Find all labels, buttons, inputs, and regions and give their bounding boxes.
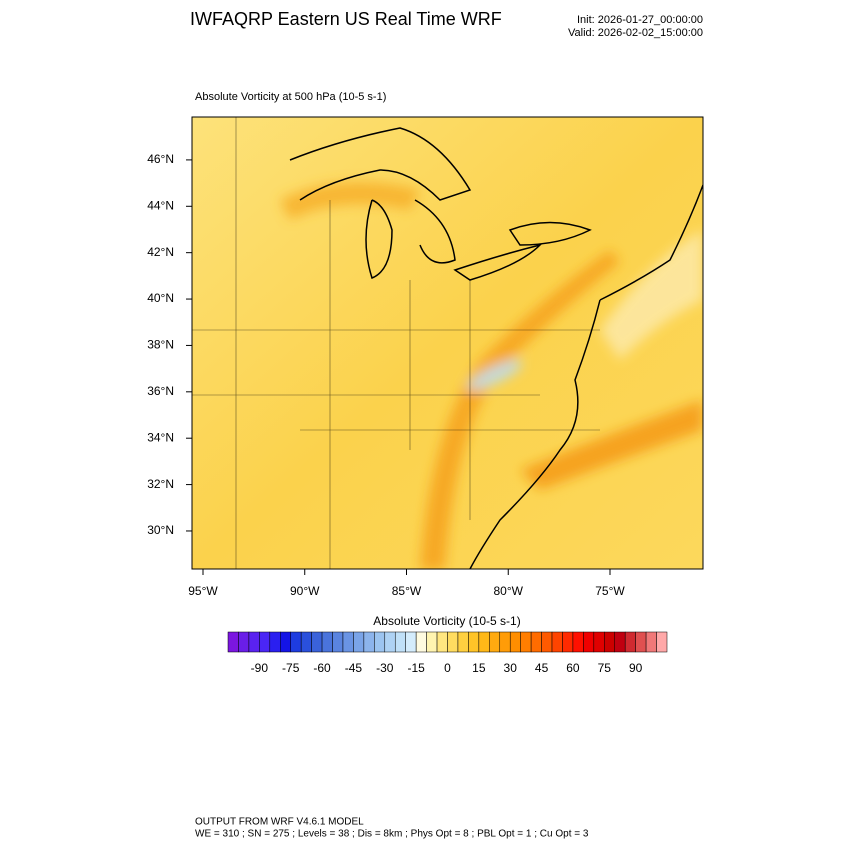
colorbar-tick-label: -30	[376, 661, 394, 675]
lat-tick-label: 32°N	[147, 477, 174, 491]
map-frame	[191, 116, 704, 570]
lon-tick-label: 80°W	[494, 584, 524, 598]
init-time: Init: 2026-01-27_00:00:00	[577, 14, 703, 26]
lon-tick-label: 90°W	[290, 584, 320, 598]
colorbar-box	[290, 631, 302, 653]
colorbar-box	[468, 631, 480, 653]
colorbar-title: Absolute Vorticity (10-5 s-1)	[373, 614, 520, 628]
map-field	[192, 117, 703, 569]
lon-tick-label: 85°W	[392, 584, 422, 598]
colorbar-box	[635, 631, 647, 653]
colorbar-box	[478, 631, 490, 653]
title: IWFAQRP Eastern US Real Time WRF	[190, 9, 502, 29]
colorbar-box	[489, 631, 501, 653]
colorbar: -90 -75 -60 -45 -30 -15 0 15 30 45 60 75 90	[227, 631, 668, 675]
colorbar-tick-label: -60	[313, 661, 331, 675]
colorbar-tick-label: 30	[504, 661, 518, 675]
lat-tick-label: 44°N	[147, 198, 174, 212]
colorbar-box	[593, 631, 605, 653]
colorbar-tick-label: 75	[598, 661, 612, 675]
lat-tick-label: 46°N	[147, 152, 174, 166]
colorbar-tick-label: -45	[345, 661, 363, 675]
colorbar-box	[447, 631, 459, 653]
colorbar-box	[614, 631, 626, 653]
colorbar-tick-label: -90	[251, 661, 269, 675]
colorbar-tick-label: -15	[407, 661, 425, 675]
lon-tick-label: 95°W	[188, 584, 218, 598]
colorbar-box	[332, 631, 344, 653]
colorbar-box	[394, 631, 406, 653]
colorbar-box	[562, 631, 574, 653]
colorbar-box	[426, 631, 438, 653]
colorbar-box	[269, 631, 281, 653]
map-subtitle: Absolute Vorticity at 500 hPa (10-5 s-1)	[195, 91, 386, 103]
colorbar-box	[541, 631, 553, 653]
colorbar-box	[374, 631, 386, 653]
colorbar-tick-label: 90	[629, 661, 643, 675]
colorbar-tick-label: 60	[566, 661, 580, 675]
colorbar-box	[520, 631, 532, 653]
colorbar-box	[363, 631, 375, 653]
footer-line: OUTPUT FROM WRF V4.6.1 MODEL	[195, 817, 364, 828]
colorbar-box	[530, 631, 542, 653]
colorbar-box	[280, 631, 291, 653]
colorbar-box	[624, 631, 636, 653]
colorbar-box	[572, 631, 584, 653]
colorbar-box	[509, 631, 521, 653]
colorbar-box	[656, 631, 668, 653]
lon-tick-label: 75°W	[595, 584, 625, 598]
lat-tick-label: 38°N	[147, 338, 174, 352]
colorbar-box	[415, 631, 427, 653]
colorbar-box	[457, 631, 469, 653]
valid-time: Valid: 2026-02-02_15:00:00	[568, 27, 703, 39]
colorbar-box	[238, 631, 250, 653]
colorbar-box	[604, 631, 615, 653]
colorbar-box	[499, 631, 511, 653]
lat-tick-label: 30°N	[147, 523, 174, 537]
colorbar-box	[405, 631, 417, 653]
colorbar-box	[342, 631, 354, 653]
colorbar-box	[321, 631, 333, 653]
colorbar-box	[436, 631, 448, 653]
lat-tick-label: 42°N	[147, 245, 174, 259]
colorbar-tick-label: -75	[282, 661, 300, 675]
lat-tick-label: 40°N	[147, 291, 174, 305]
colorbar-box	[227, 631, 239, 653]
footer-line: WE = 310 ; SN = 275 ; Levels = 38 ; Dis …	[195, 829, 589, 840]
colorbar-box	[311, 631, 323, 653]
colorbar-tick-label: 45	[535, 661, 549, 675]
colorbar-box	[353, 631, 365, 653]
lat-tick-label: 36°N	[147, 384, 174, 398]
colorbar-box	[384, 631, 396, 653]
colorbar-tick-label: 15	[472, 661, 486, 675]
map-axes: 30°N 32°N 34°N 36°N 38°N 40°N 42°N 44°N 46°N 95°W…	[147, 152, 625, 598]
colorbar-tick-label: 0	[444, 661, 451, 675]
lat-tick-label: 34°N	[147, 430, 174, 444]
colorbar-box	[551, 631, 563, 653]
colorbar-box	[645, 631, 657, 653]
colorbar-box	[248, 631, 260, 653]
colorbar-box	[300, 631, 312, 653]
colorbar-box	[259, 631, 271, 653]
colorbar-box	[583, 631, 595, 653]
